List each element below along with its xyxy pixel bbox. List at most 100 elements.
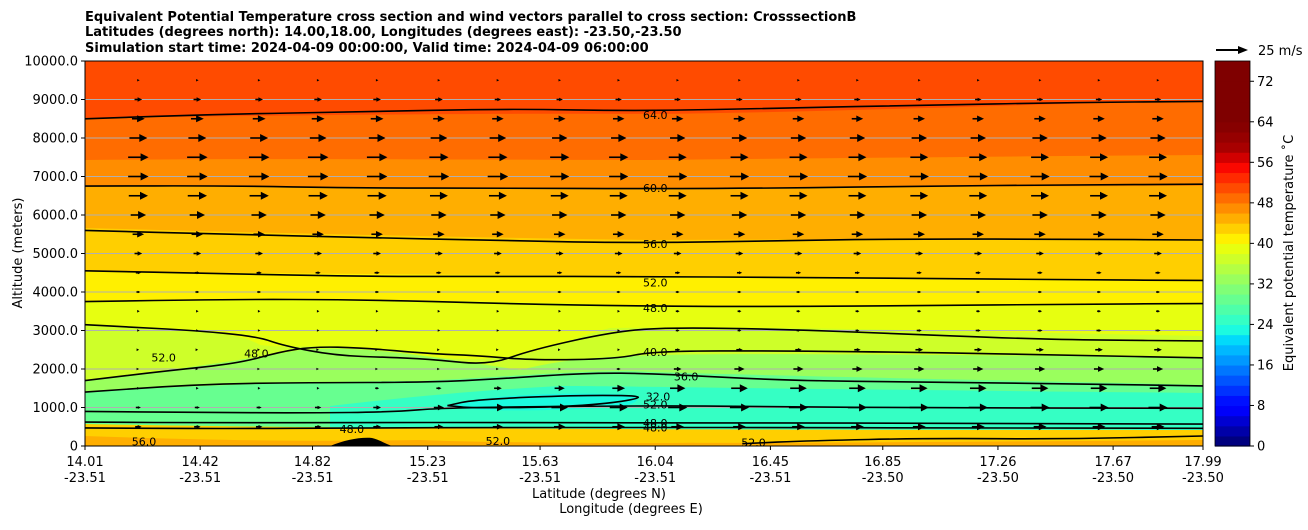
wind-vector-head <box>1098 347 1103 352</box>
wind-vector-head <box>376 97 381 102</box>
wind-vector-head <box>438 211 447 219</box>
y-tick-label: 6000.0 <box>33 209 79 224</box>
wind-vector-head <box>738 329 742 332</box>
wind-vector-head <box>137 290 141 294</box>
wind-vector-head <box>320 153 329 162</box>
wind-vector-head <box>496 367 499 371</box>
colorbar-segment <box>1215 91 1250 103</box>
contour-label: 48.0 <box>244 348 269 361</box>
wind-vector-head <box>738 309 742 313</box>
wind-vector-head <box>797 115 805 122</box>
wind-vector-head <box>140 153 149 162</box>
y-tick-label: 8000.0 <box>33 132 79 147</box>
wind-vector-head <box>560 403 568 412</box>
x-tick-label-lon: -23.50 <box>862 471 904 486</box>
wind-vector-head <box>1038 231 1046 238</box>
colorbar-segment <box>1215 233 1250 244</box>
wind-vector-head <box>559 134 568 142</box>
wind-vector-head <box>856 348 861 352</box>
x-tick-label-lon: -23.50 <box>977 471 1019 486</box>
wind-vector-head <box>257 115 266 123</box>
wind-vector-head <box>197 211 205 219</box>
wind-vector-head <box>497 211 506 219</box>
colorbar-segment <box>1215 283 1250 295</box>
wind-vector-head <box>1157 251 1162 256</box>
wind-vector-head <box>375 309 379 313</box>
y-tick-label: 0 <box>70 440 78 455</box>
colorbar-segment <box>1215 182 1250 194</box>
wind-vector-head <box>1100 403 1109 412</box>
wind-vector-head <box>257 348 260 352</box>
wind-vector-head <box>918 115 925 122</box>
x-tick-label-lon: -23.51 <box>292 471 334 486</box>
wind-vector-head <box>856 366 863 372</box>
wind-vector-head <box>977 97 982 102</box>
wind-vector-head <box>258 97 263 102</box>
wind-vector-head <box>677 309 680 313</box>
wind-vector-head <box>1100 191 1108 200</box>
wind-vector-head <box>497 251 502 256</box>
wind-vector-head <box>1040 384 1049 393</box>
wind-vector-head <box>195 348 199 352</box>
wind-vector-head <box>977 366 984 372</box>
wind-vector-head <box>1039 271 1043 275</box>
wind-vector-head <box>438 386 442 390</box>
wind-vector-head <box>257 386 261 390</box>
wind-vector-head <box>918 309 922 313</box>
contour-label: 48.0 <box>643 417 668 430</box>
wind-vector-head <box>856 309 860 313</box>
wind-vector-head <box>316 386 320 390</box>
wind-vector-head <box>617 309 620 313</box>
wind-vector-head <box>799 153 808 162</box>
colorbar-segment <box>1215 253 1250 265</box>
wind-vector-head <box>196 386 199 390</box>
wind-vector-head <box>558 79 561 82</box>
colorbar-segment <box>1215 121 1250 133</box>
contour-line-40 <box>85 346 1203 382</box>
wind-vector-head <box>319 191 328 200</box>
wind-vector-head <box>620 153 629 162</box>
wind-vector-head <box>376 211 385 219</box>
colorbar-segment <box>1215 152 1250 163</box>
wind-vector-head <box>618 251 623 256</box>
wind-vector-head <box>136 367 140 371</box>
wind-vector-head <box>1038 115 1046 122</box>
wind-vector-head <box>196 271 200 275</box>
colorbar-segment <box>1215 273 1250 285</box>
wind-vector-head <box>677 97 681 102</box>
contour-label: 40.0 <box>643 346 668 359</box>
wind-vector-head <box>1100 153 1108 162</box>
wind-vector-head <box>137 309 140 313</box>
wind-vector-head <box>979 191 988 200</box>
wind-vector-head <box>738 251 744 256</box>
wind-vector-head <box>497 403 505 412</box>
wind-vector-head <box>558 367 561 371</box>
colorbar-segment <box>1215 212 1250 224</box>
contour-label: 64.0 <box>643 109 668 122</box>
wind-vector-head <box>199 191 207 200</box>
contour-line-56 <box>85 229 1203 244</box>
wind-vector-head <box>137 97 143 102</box>
wind-vector-head <box>977 251 983 256</box>
wind-vector-head <box>140 172 149 181</box>
colorbar-segment <box>1215 395 1250 407</box>
wind-vector-head <box>1157 134 1166 142</box>
wind-vector-head <box>196 97 202 102</box>
contour-line-60 <box>85 183 1203 190</box>
wind-vector-head <box>1156 231 1164 238</box>
wind-vector-head <box>797 97 802 102</box>
wind-vector-head <box>618 271 622 275</box>
x-tick-label-lat: 16.45 <box>752 455 789 470</box>
colorbar-segment <box>1215 111 1250 123</box>
wind-vector-head <box>918 329 922 332</box>
wind-vector-head <box>438 290 441 294</box>
x-tick-label-lat: 17.99 <box>1184 455 1221 470</box>
wind-vector-head <box>679 403 688 412</box>
colorbar-segment <box>1215 162 1250 174</box>
wind-vector-head <box>497 271 501 275</box>
wind-vector-head <box>617 348 620 352</box>
wind-vector-head <box>919 134 927 142</box>
wind-vector-head <box>317 251 322 256</box>
wind-vector-head <box>1156 79 1160 82</box>
wind-vector-head <box>559 290 562 294</box>
